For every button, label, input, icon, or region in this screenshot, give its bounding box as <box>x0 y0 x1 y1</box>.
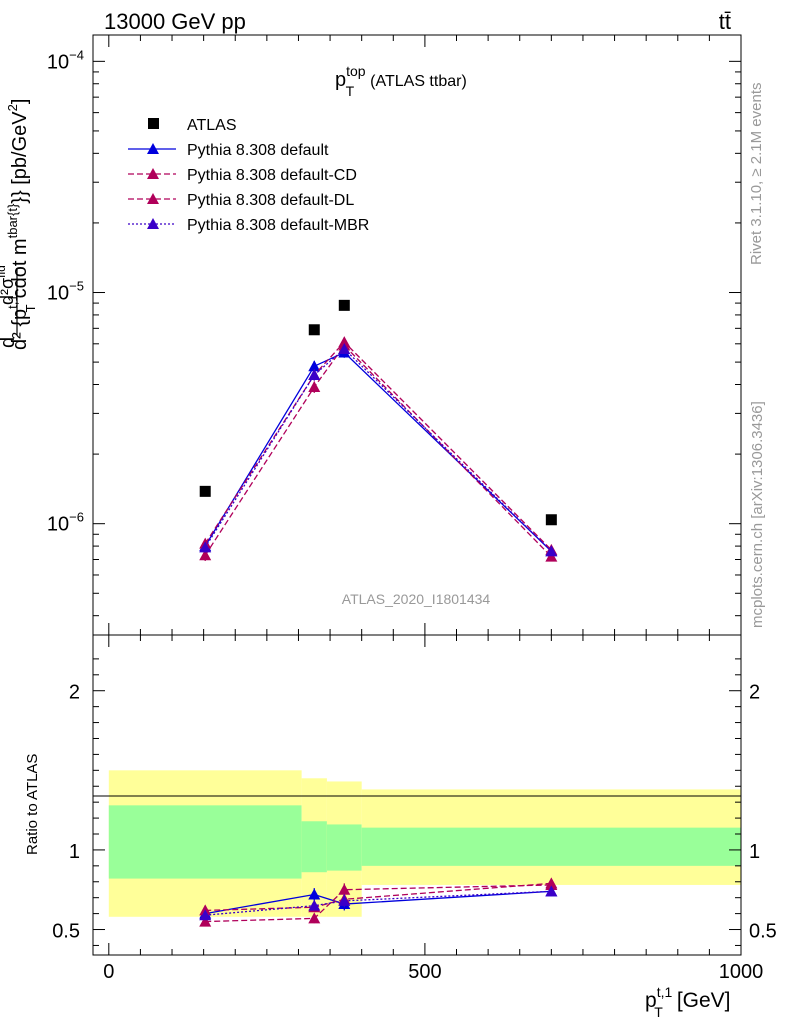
ratio-point <box>545 877 558 889</box>
ratio-y-label-left: 1 <box>69 841 80 863</box>
band-green <box>361 827 741 866</box>
ratio-y-label-right: 0.5 <box>749 921 777 943</box>
data-point <box>308 360 321 372</box>
band-green <box>326 824 362 871</box>
y-tick-label: 10−4 <box>47 47 84 73</box>
data-point <box>338 342 351 354</box>
data-point <box>338 299 350 311</box>
ratio-bands <box>108 770 741 917</box>
ylabel-numerator: d <box>0 337 19 348</box>
ratio-line <box>205 890 552 916</box>
ratio-point <box>545 885 558 897</box>
main-ticks: 10−6 10−5 10−4 <box>47 35 742 635</box>
ylabel-den-end: }} [pb/GeV <box>9 111 31 204</box>
title-symbol: p <box>335 69 346 91</box>
ratio-point <box>308 899 321 911</box>
data-point <box>308 381 321 393</box>
y-tick-label: 10−6 <box>47 510 84 536</box>
ratio-point <box>199 915 212 927</box>
ratio-ylabel: Ratio to ATLAS <box>24 754 41 855</box>
band-green <box>301 821 327 873</box>
main-panel: 10−6 10−5 10−4 ptop T (ATLAS ttbar) d² {pt,1… <box>0 34 742 636</box>
legend-label: Pythia 8.308 default <box>187 142 329 159</box>
legend-marker <box>147 218 159 229</box>
analysis-label: ATLAS_2020_I1801434 <box>342 591 491 607</box>
title-text: (ATLAS ttbar) <box>370 73 467 90</box>
data-point <box>199 541 212 553</box>
legend-marker <box>147 193 159 204</box>
ratio-y-label-right: 2 <box>749 682 760 704</box>
ylabel-numerator-sigma: d²σfid <box>0 265 17 305</box>
ylabel-den: d² {p <box>9 309 31 350</box>
ratio-ticks: 0.5 0.5 1 1 2 2 0 500 1000 <box>52 635 777 983</box>
ratio-y-label-left: 0.5 <box>52 921 80 943</box>
ratio-y-label-left: 2 <box>69 682 80 704</box>
series-line <box>204 351 552 552</box>
x-tick-label: 1000 <box>719 961 764 983</box>
data-point <box>545 514 557 526</box>
series-line <box>204 348 552 552</box>
ratio-line <box>205 884 552 923</box>
legend: ATLAS Pythia 8.308 default Pythia 8.308 de… <box>128 117 369 234</box>
ylabel-den-sup2: tbar{t} <box>5 203 20 238</box>
ylabel-den-tail: cdot m <box>9 238 31 298</box>
series-line <box>204 344 552 558</box>
y-tick-label: 10−5 <box>47 279 84 305</box>
legend-label: Pythia 8.308 default-MBR <box>187 217 369 234</box>
ylabel-den-sup: t,1 <box>5 294 20 308</box>
series-line <box>204 341 552 551</box>
ylabel-close: ] <box>9 99 31 105</box>
ratio-line <box>205 890 552 915</box>
ratio-point <box>199 909 212 921</box>
ratio-panel: 0.5 0.5 1 1 2 2 0 500 1000 Ratio to ATLAS pt,1 T[… <box>24 634 777 1020</box>
ratio-point <box>308 888 321 900</box>
data-point <box>308 324 320 336</box>
ratio-line <box>205 882 552 912</box>
mcplots-label: mcplots.cern.ch [arXiv:1306.3436] <box>749 401 766 628</box>
main-ylabel: d² {pt,1 Tcdot mtbar{t}}} [pb/GeV2] <box>5 99 38 350</box>
title-sup: top <box>346 63 366 79</box>
header-right: tt̄ <box>719 9 731 34</box>
legend-marker <box>147 168 159 179</box>
band-green <box>108 805 302 879</box>
data-point <box>338 336 351 348</box>
ylabel-unit-sup: 2 <box>5 104 20 111</box>
legend-marker <box>147 143 159 154</box>
data-point <box>308 368 321 380</box>
ratio-y-label-right: 1 <box>749 841 760 863</box>
x-tick-label: 500 <box>408 961 441 983</box>
title-sub: T <box>346 83 355 99</box>
legend-marker <box>148 118 159 129</box>
ratio-frame <box>92 634 742 956</box>
ylabel-den-sub: T <box>23 304 38 312</box>
main-data <box>199 299 558 562</box>
x-tick-label: 0 <box>103 961 114 983</box>
xlabel: pt,1 T [GeV] <box>645 984 731 1020</box>
legend-label: Pythia 8.308 default-DL <box>187 192 354 209</box>
legend-label: ATLAS <box>187 117 237 134</box>
legend-label: Pythia 8.308 default-CD <box>187 167 357 184</box>
data-point <box>199 485 211 497</box>
ratio-point <box>338 894 351 906</box>
ratio-point <box>338 883 351 895</box>
ratio-point <box>308 912 321 924</box>
rivet-label: Rivet 3.1.10, ≥ 2.1M events <box>748 83 765 266</box>
header-left: 13000 GeV pp <box>104 9 246 34</box>
ratio-data <box>199 877 558 927</box>
plot-title: ptop T (ATLAS ttbar) <box>335 63 467 99</box>
data-point <box>199 549 212 561</box>
data-point <box>545 545 558 557</box>
